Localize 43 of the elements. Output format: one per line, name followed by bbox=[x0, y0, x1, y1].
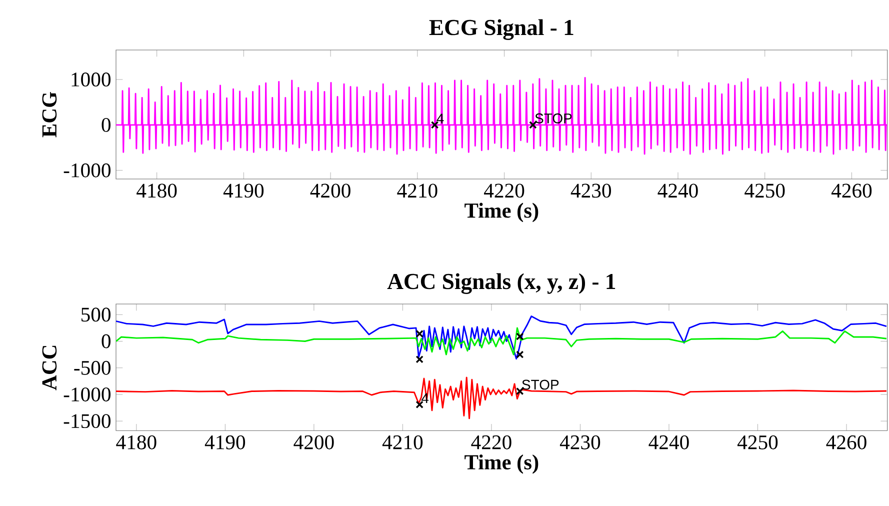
y-axis-title: ACC bbox=[42, 346, 57, 390]
x-tick-label: 4260 bbox=[831, 184, 872, 198]
point bbox=[416, 400, 424, 408]
y-tick-label: -1000 bbox=[64, 163, 110, 178]
x-tick-label: 4240 bbox=[648, 435, 689, 450]
line-series bbox=[116, 376, 888, 420]
x-tick-label: 4180 bbox=[136, 184, 177, 198]
y-tick-label: -1000 bbox=[64, 387, 110, 402]
x-tick-label: 4240 bbox=[658, 184, 698, 198]
annotation: STOP bbox=[522, 380, 559, 390]
x-tick-label: 4220 bbox=[484, 184, 524, 198]
y-tick-label: 0 bbox=[102, 118, 110, 132]
point bbox=[416, 330, 424, 338]
x-tick-label: 4220 bbox=[471, 435, 512, 450]
point bbox=[516, 332, 524, 340]
x-tick-label: 4190 bbox=[223, 184, 264, 198]
x-axis-title: Time (s) bbox=[464, 202, 538, 222]
x-axis-title: Time (s) bbox=[464, 454, 538, 474]
chart-title: ACC Signals (x, y, z) - 1 bbox=[387, 273, 616, 294]
point bbox=[416, 355, 424, 364]
chart-title: ECG Signal - 1 bbox=[429, 19, 574, 40]
x-tick-label: 4200 bbox=[294, 435, 334, 450]
x-tick-label: 4210 bbox=[382, 435, 423, 450]
x-tick-label: 4180 bbox=[116, 435, 156, 450]
x-tick-label: 4250 bbox=[737, 435, 778, 450]
x-tick-label: 4230 bbox=[570, 184, 611, 198]
x-tick-label: 4210 bbox=[397, 184, 438, 198]
line-series bbox=[116, 315, 888, 360]
point bbox=[516, 350, 524, 358]
line-series bbox=[116, 76, 888, 155]
y-tick-label: 1000 bbox=[72, 72, 110, 86]
y-tick-label: -1500 bbox=[64, 414, 110, 428]
x-tick-label: 4260 bbox=[826, 435, 866, 450]
x-tick-label: 4200 bbox=[310, 184, 350, 198]
y-axis-title: ECG bbox=[42, 92, 57, 138]
x-tick-label: 4230 bbox=[560, 435, 600, 450]
point bbox=[516, 387, 524, 396]
x-tick-label: 4190 bbox=[204, 435, 246, 450]
x-tick-label: 4250 bbox=[744, 184, 785, 198]
y-tick-label: -500 bbox=[74, 360, 110, 375]
y-tick-label: 0 bbox=[102, 334, 110, 348]
y-tick-label: 500 bbox=[81, 308, 110, 322]
line-series bbox=[116, 327, 888, 356]
